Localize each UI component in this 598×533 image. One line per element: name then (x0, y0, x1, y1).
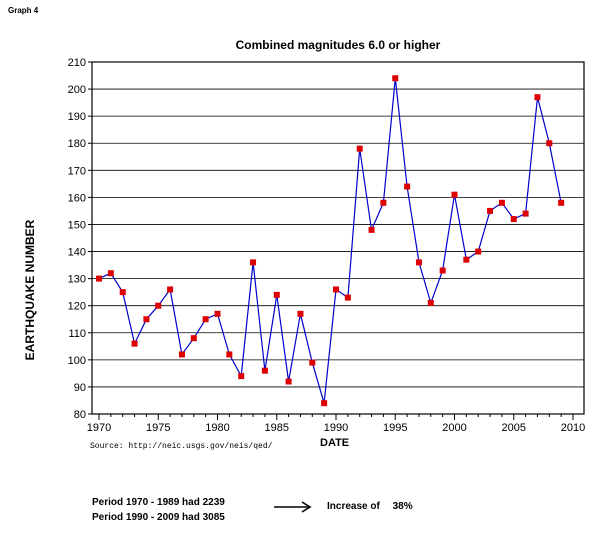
y-tick-label: 190 (68, 111, 86, 123)
data-point-1994 (380, 199, 387, 206)
data-point-1980 (214, 310, 221, 317)
data-point-2004 (498, 199, 505, 206)
series-layer (98, 78, 562, 404)
y-tick-label: 80 (74, 409, 86, 421)
data-point-1999 (439, 267, 446, 274)
data-point-1981 (226, 351, 233, 358)
y-tick-label: 210 (68, 57, 86, 69)
data-point-2009 (558, 199, 565, 206)
y-tick-label: 170 (68, 165, 86, 177)
marker-layer (96, 75, 565, 407)
data-point-1986 (285, 378, 292, 385)
y-tick-label: 120 (68, 301, 86, 313)
data-point-2001 (463, 256, 470, 263)
data-point-1982 (238, 373, 245, 380)
y-tick-label: 200 (68, 84, 86, 96)
y-tick-label: 110 (68, 328, 86, 340)
data-point-1973 (131, 340, 138, 347)
increase-label: Increase of (327, 501, 380, 512)
increase-value: 38% (392, 501, 413, 512)
x-tick-label: 2000 (442, 422, 466, 434)
right-arrow-icon (274, 501, 312, 513)
data-point-1992 (356, 145, 363, 152)
increase-note: Increase of 38% (327, 501, 413, 512)
data-point-1990 (333, 286, 339, 293)
y-axis-label: EARTHQUAKE NUMBER (23, 219, 37, 361)
data-point-1997 (415, 259, 422, 266)
y-tick-label: 130 (68, 274, 86, 286)
period1-text: Period 1970 - 1989 had 2239 (92, 497, 225, 508)
data-point-2006 (522, 210, 529, 217)
data-point-1970 (96, 275, 102, 282)
x-tick-label: 2005 (502, 422, 526, 434)
x-tick-label: 1985 (265, 422, 289, 434)
chart-title: Combined magnitudes 6.0 or higher (235, 38, 441, 52)
x-axis-label: DATE (320, 437, 350, 449)
y-tick-label: 100 (68, 355, 86, 367)
data-point-1972 (119, 289, 126, 296)
data-point-2007 (534, 94, 541, 101)
data-point-1988 (309, 359, 316, 366)
y-tick-label: 160 (68, 192, 86, 204)
y-tick-label: 180 (68, 138, 86, 150)
data-point-1996 (404, 183, 411, 190)
data-point-1995 (392, 75, 399, 82)
data-point-1993 (368, 226, 375, 233)
data-point-1975 (155, 302, 162, 309)
data-point-1971 (107, 270, 114, 277)
data-point-1991 (344, 294, 351, 301)
x-tick-label: 1990 (324, 422, 348, 434)
data-point-1983 (250, 259, 257, 266)
data-point-1987 (297, 310, 304, 317)
axis-layer: 80 90 100 110 120 130 140 150 160 170 180 190 200 210… (68, 57, 586, 434)
data-point-1979 (202, 316, 209, 323)
data-point-1998 (427, 299, 434, 306)
x-tick-label: 1975 (146, 422, 170, 434)
data-point-2008 (546, 140, 553, 147)
x-tick-label: 2010 (561, 422, 585, 434)
data-point-1985 (273, 291, 280, 298)
period2-text: Period 1990 - 2009 had 3085 (92, 512, 225, 523)
data-point-1974 (143, 316, 150, 323)
grid-layer (92, 61, 584, 415)
data-point-2002 (475, 248, 482, 255)
source-note: Source: http://neic.usgs.gov/neis/qed/ (90, 442, 273, 451)
y-tick-label: 140 (68, 247, 86, 259)
y-tick-label: 150 (68, 219, 86, 231)
y-tick-label: 90 (74, 382, 86, 394)
data-point-1977 (178, 351, 185, 358)
x-tick-label: 1995 (383, 422, 407, 434)
data-point-2000 (451, 191, 458, 198)
x-tick-label: 1980 (205, 422, 229, 434)
plot-frame (91, 61, 585, 415)
data-point-1978 (190, 335, 197, 342)
data-point-2003 (487, 207, 494, 214)
data-point-2005 (510, 216, 517, 223)
data-point-1984 (261, 367, 268, 374)
graph-label: Graph 4 (8, 6, 39, 15)
data-point-1976 (167, 286, 174, 293)
data-point-1989 (321, 400, 328, 407)
series-line (98, 78, 562, 404)
x-tick-label: 1970 (87, 422, 111, 434)
